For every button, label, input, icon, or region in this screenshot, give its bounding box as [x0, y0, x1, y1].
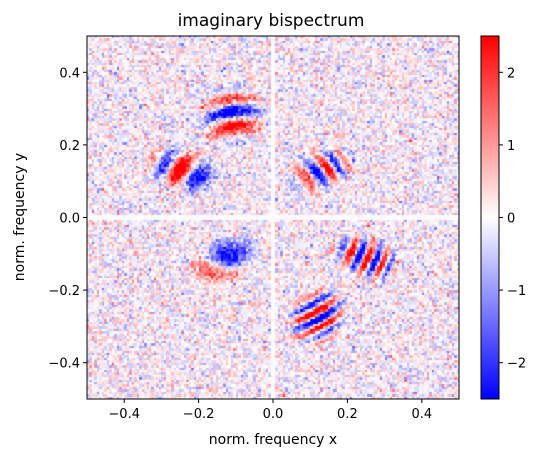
- colorbar-axis: 2 1 0 −1 −2: [499, 66, 526, 372]
- y-tick-label: −0.2: [48, 284, 80, 299]
- chart-title: imaginary bispectrum: [178, 11, 365, 31]
- x-axis: −0.4 −0.2 0.0 0.2 0.4: [108, 399, 432, 422]
- y-tick-label: 0.0: [59, 212, 80, 227]
- x-axis-label: norm. frequency x: [209, 432, 337, 448]
- colorbar-tick-label: 1: [507, 139, 515, 154]
- x-tick-label: 0.0: [263, 407, 284, 422]
- y-tick-label: −0.4: [48, 357, 80, 372]
- x-tick-label: 0.4: [411, 407, 432, 422]
- x-tick-label: −0.4: [108, 407, 140, 422]
- y-tick-label: 0.2: [59, 139, 80, 154]
- colorbar: [480, 35, 500, 400]
- colorbar-tick-label: −1: [507, 284, 526, 299]
- y-tick-label: 0.4: [59, 66, 80, 81]
- colorbar-tick-label: −2: [507, 357, 526, 372]
- x-tick-label: −0.2: [183, 407, 215, 422]
- colorbar-tick-label: 0: [507, 212, 515, 227]
- heatmap-raster: [87, 36, 459, 399]
- y-axis: 0.4 0.2 0.0 −0.2 −0.4: [48, 66, 87, 372]
- x-tick-label: 0.2: [337, 407, 358, 422]
- y-axis-label: norm. frequency y: [12, 153, 28, 281]
- colorbar-tick-label: 2: [507, 66, 515, 81]
